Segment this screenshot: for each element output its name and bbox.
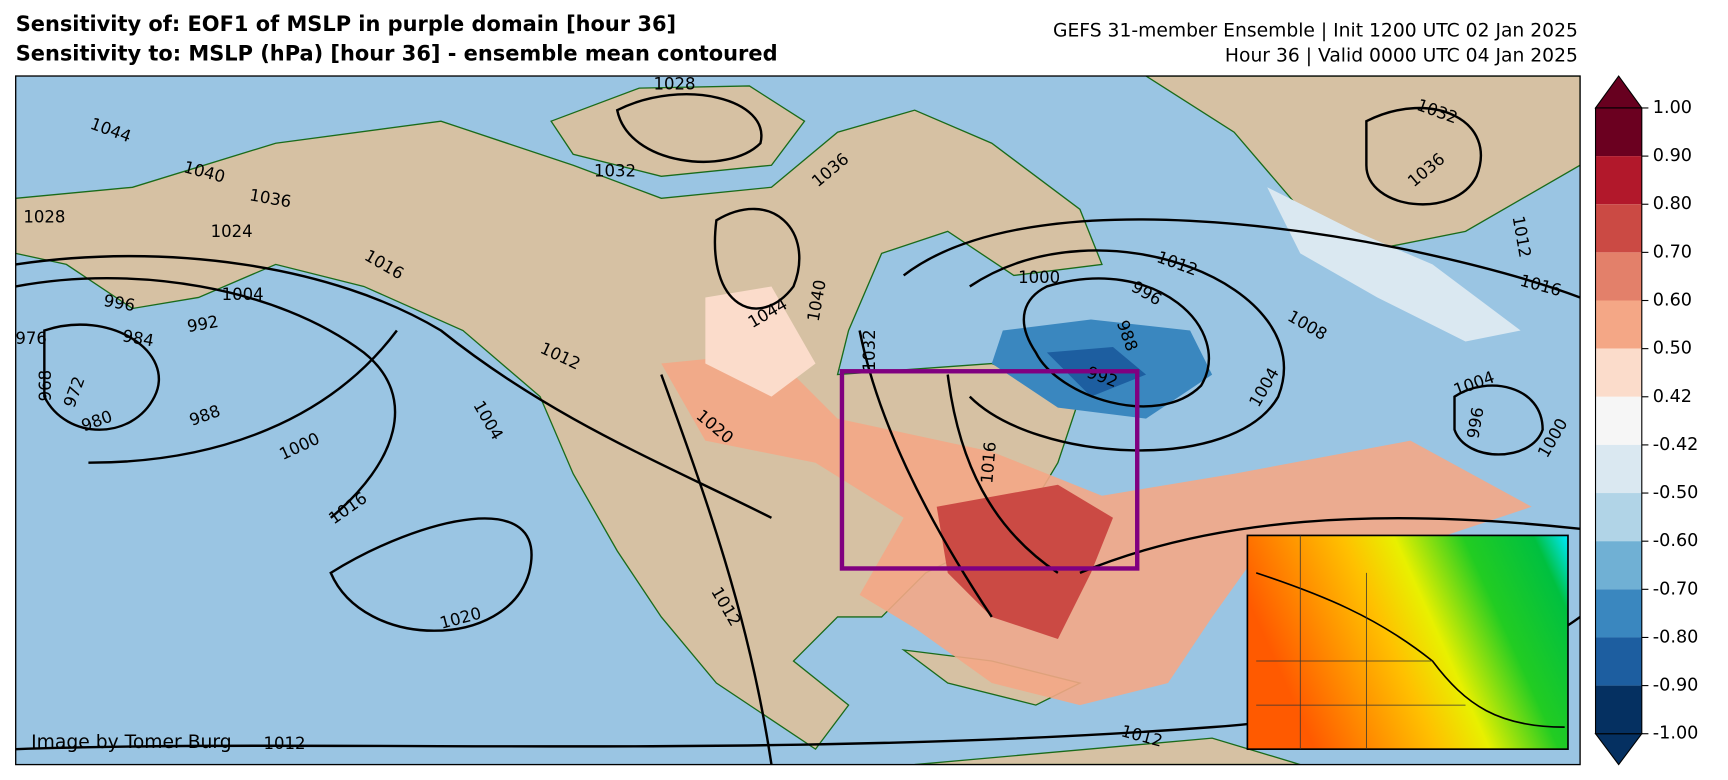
land [15, 76, 1581, 765]
colorbar-band [1595, 156, 1642, 205]
colorbar-label: -0.42 [1653, 435, 1699, 455]
contour-label: 1024 [211, 222, 253, 241]
colorbar-extend [1594, 733, 1643, 766]
map-frame [15, 75, 1581, 766]
contour-label: 1032 [594, 161, 636, 180]
colorbar-band [1595, 541, 1642, 590]
colorbar-band [1595, 493, 1642, 542]
info: Hour 36 | Valid 0000 UTC 04 Jan 2025 [1225, 46, 1578, 67]
colorbar-band [1595, 444, 1642, 494]
colorbar-band [1595, 685, 1642, 734]
subtitle: Sensitivity to: MSLP (hPa) [hour 36] - e… [16, 42, 778, 66]
contours [15, 93, 1581, 765]
colorbar-label: 0.70 [1653, 242, 1692, 262]
contour-label: 1032 [860, 329, 879, 371]
colorbar-band [1595, 396, 1642, 445]
colorbar-band [1595, 589, 1642, 638]
colorbar-frame [1594, 107, 1643, 735]
colorbar-label: 1.00 [1653, 98, 1692, 118]
contour-label: 1028 [653, 74, 695, 93]
credit: Image by Tomer Burg [31, 732, 232, 753]
contour-label: 1016 [977, 441, 1000, 485]
contour-label: 1004 [222, 285, 264, 304]
colorbar-band [1595, 107, 1642, 157]
contour-label: 1028 [23, 208, 65, 227]
colorbar-band [1595, 637, 1642, 686]
colorbar-label: -1.00 [1653, 724, 1699, 744]
colorbar-label: 0.50 [1653, 339, 1692, 359]
contour-label: 976 [15, 329, 47, 348]
colorbar-band [1595, 252, 1642, 301]
colorbar-label: -0.80 [1653, 627, 1699, 647]
inset [1246, 534, 1569, 750]
info: GEFS 31-member Ensemble | Init 1200 UTC … [1053, 20, 1578, 41]
colorbar-band [1595, 204, 1642, 253]
colorbar-band [1595, 300, 1642, 349]
colorbar-label: -0.50 [1653, 483, 1699, 503]
contour-label: 1012 [263, 734, 305, 753]
colorbar-label: 0.42 [1653, 387, 1692, 407]
contour-label: 968 [36, 370, 55, 402]
colorbar-band [1595, 348, 1642, 397]
colorbar-label: 0.90 [1653, 146, 1692, 166]
colorbar-label: -0.90 [1653, 676, 1699, 696]
title: Sensitivity of: EOF1 of MSLP in purple d… [16, 12, 676, 36]
contour-label: 1000 [1018, 268, 1060, 287]
colorbar-label: 0.60 [1653, 291, 1692, 311]
colorbar-label: 0.80 [1653, 194, 1692, 214]
sensitivity-domain [839, 369, 1140, 571]
map: 1028104410401036102810241016100499699298… [15, 74, 1581, 765]
colorbar: 1.00 0.90 0.80 0.70 0.60 0.50 0.42 -0.42 -0.50 -0… [1594, 75, 1699, 766]
colorbar-label: -0.60 [1653, 531, 1699, 551]
colorbar-extend [1594, 75, 1643, 109]
colorbar-label: -0.70 [1653, 579, 1699, 599]
